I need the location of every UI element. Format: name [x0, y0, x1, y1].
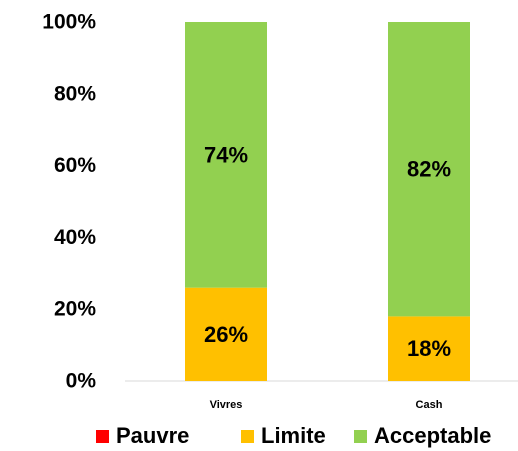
data-label-acceptable-cash: 82% — [407, 157, 451, 182]
y-tick-label: 100% — [42, 11, 96, 34]
bar-limite-cash — [388, 316, 470, 381]
legend-item-pauvre: Pauvre — [96, 423, 189, 449]
legend-label-acceptable: Acceptable — [374, 423, 492, 448]
legend-item-acceptable: Acceptable — [354, 423, 491, 449]
x-category-label: Vivres — [210, 399, 243, 411]
legend-swatch-acceptable — [354, 429, 367, 443]
legend-item-limite: Limite — [241, 423, 326, 449]
data-label-acceptable-vivres: 74% — [204, 142, 248, 167]
y-tick-label: 60% — [54, 154, 96, 177]
bar-limite-vivres — [185, 287, 267, 381]
y-tick-label: 20% — [54, 298, 96, 321]
y-tick-label: 0% — [66, 370, 97, 393]
x-axis-categories: Vivres Cash — [210, 399, 443, 411]
y-axis-ticks: 0% 20% 40% 60% 80% 100% — [42, 11, 96, 393]
data-label-limite-vivres: 26% — [204, 322, 248, 347]
legend-label-pauvre: Pauvre — [116, 423, 190, 448]
bars-group — [185, 22, 470, 381]
data-labels-group: 26% 74% 18% 82% — [204, 142, 451, 361]
data-label-limite-cash: 18% — [407, 336, 451, 361]
bar-acceptable-cash — [388, 22, 470, 317]
legend: Pauvre Limite Acceptable — [0, 423, 518, 449]
x-category-label: Cash — [416, 399, 443, 411]
y-tick-label: 80% — [54, 82, 96, 105]
y-tick-label: 40% — [54, 226, 96, 249]
legend-swatch-pauvre — [96, 429, 109, 443]
legend-label-limite: Limite — [261, 423, 326, 448]
legend-swatch-limite — [241, 429, 254, 443]
bar-acceptable-vivres — [185, 22, 267, 288]
